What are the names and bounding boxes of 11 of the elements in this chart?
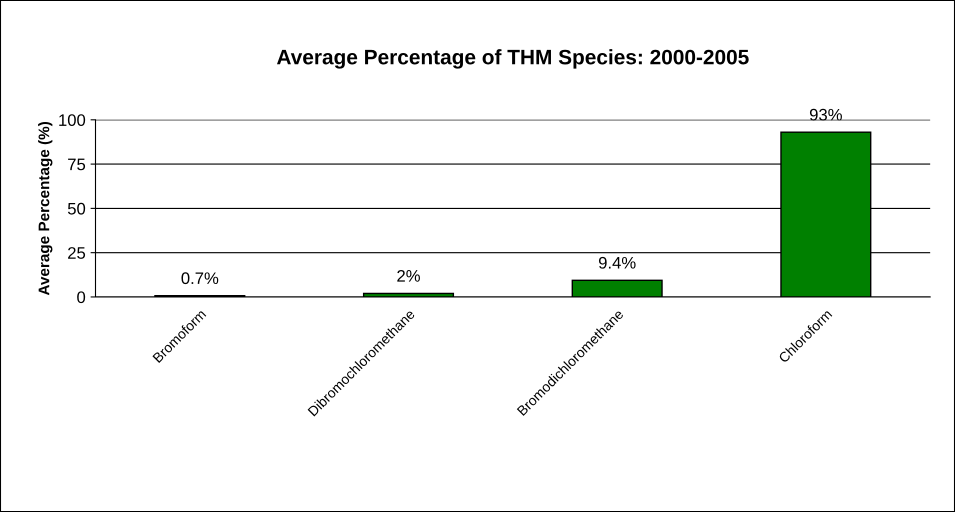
y-tick-label: 25 [68,247,86,259]
y-tick-label: 0 [77,291,86,304]
y-tick-label: 75 [68,158,86,170]
data-label: 93% [810,108,842,121]
y-axis-title: Average Percentage (%) [38,122,52,296]
data-label: 9.4% [598,256,636,269]
y-tick-label: 100 [59,114,86,126]
data-label: 0.7% [181,272,218,284]
data-label: 2% [397,270,420,282]
y-tick-label: 50 [68,202,86,215]
chart-title: Average Percentage of THM Species: 2000-2005 [276,49,749,69]
